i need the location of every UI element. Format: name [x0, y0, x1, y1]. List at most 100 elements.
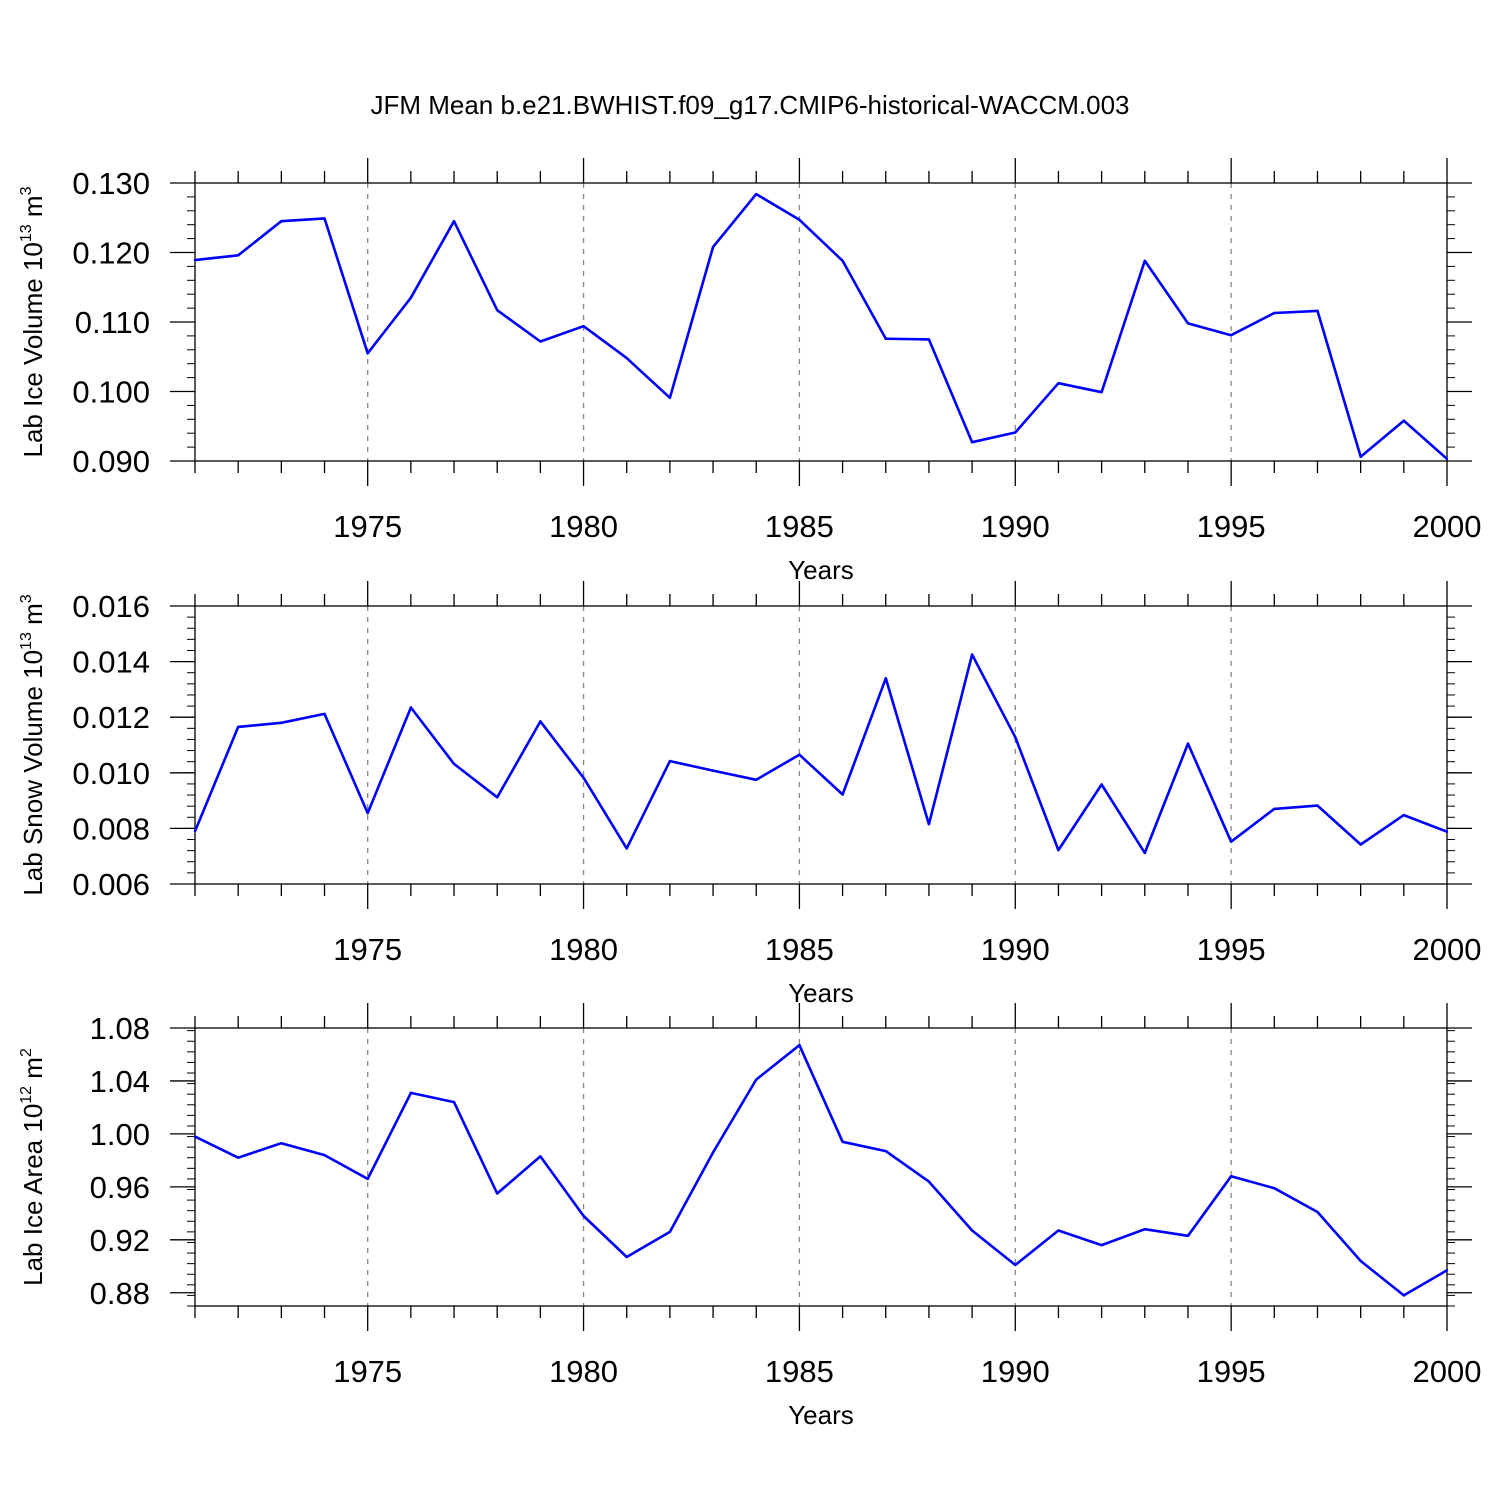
data-point — [755, 192, 758, 196]
data-point — [1057, 381, 1060, 385]
data-point — [1445, 830, 1449, 833]
data-point — [1402, 419, 1406, 422]
data-point — [496, 1192, 499, 1195]
data-point — [1057, 848, 1060, 852]
data-point — [668, 759, 672, 763]
y-tick-label: 1.00 — [90, 1117, 150, 1152]
data-point — [1229, 840, 1233, 843]
data-point — [323, 217, 326, 220]
data-point — [323, 1153, 326, 1157]
y-tick-label: 0.120 — [72, 236, 150, 271]
y-tick-label: 0.012 — [72, 700, 150, 735]
x-tick-label: 1980 — [549, 1354, 618, 1389]
data-point — [625, 1255, 628, 1259]
data-point — [496, 308, 499, 312]
series-line — [194, 192, 1448, 460]
data-point — [1100, 783, 1103, 786]
x-tick-label: 1990 — [981, 509, 1050, 544]
data-point — [884, 337, 887, 340]
data-point — [1186, 742, 1190, 745]
x-axis-title: Years — [788, 978, 854, 1008]
x-tick-label: 1990 — [981, 1354, 1050, 1389]
data-point — [193, 1135, 197, 1138]
data-point — [970, 441, 974, 444]
x-tick-label: 1980 — [549, 932, 618, 967]
data-point — [409, 296, 413, 299]
data-point — [1359, 1259, 1362, 1263]
y-tick-label: 1.08 — [90, 1011, 150, 1046]
y-tick-label: 1.04 — [90, 1064, 150, 1099]
data-point — [798, 1044, 801, 1047]
data-point — [711, 1151, 715, 1154]
data-point — [582, 324, 585, 328]
y-axis-title: Lab Snow Volume 1013 m3 — [18, 594, 48, 895]
data-point — [625, 356, 628, 360]
data-point — [711, 245, 715, 249]
data-point — [927, 1180, 931, 1183]
data-point — [366, 352, 369, 355]
y-tick-label: 0.96 — [90, 1170, 150, 1205]
data-point — [625, 847, 628, 850]
data-point — [280, 721, 283, 724]
data-point — [668, 1230, 672, 1234]
x-tick-label: 1990 — [981, 932, 1050, 967]
x-axis-title: Years — [788, 1400, 854, 1430]
chart-panel-2: 0.006 0.008 0.010 0.012 0.014 0.016 1975 1980 19… — [18, 581, 1481, 1008]
data-point — [280, 1141, 283, 1145]
data-point — [366, 1177, 369, 1181]
data-point — [1316, 1210, 1319, 1214]
plot-frame — [194, 1027, 1448, 1307]
y-tick-label: 0.014 — [72, 645, 150, 680]
x-tick-label: 1985 — [765, 932, 834, 967]
data-point — [1316, 309, 1319, 313]
data-point — [366, 811, 369, 815]
data-point — [755, 1078, 758, 1081]
data-point — [539, 340, 542, 343]
data-point — [927, 338, 931, 341]
x-tick-label: 1980 — [549, 509, 618, 544]
data-point — [1273, 311, 1276, 315]
data-point — [1273, 807, 1276, 811]
x-tick-label: 1985 — [765, 1354, 834, 1389]
data-point — [970, 653, 974, 656]
chart-panel-1: 0.090 0.100 0.110 0.120 0.130 1975 1980 1985 199… — [18, 158, 1481, 585]
y-tick-label: 0.88 — [90, 1276, 150, 1311]
data-point — [539, 1155, 542, 1158]
series-line — [193, 653, 1448, 855]
y-tick-label: 0.130 — [72, 166, 150, 201]
data-point — [1100, 390, 1103, 394]
data-point — [1402, 813, 1406, 817]
data-point — [236, 725, 240, 729]
y-tick-label: 0.010 — [72, 756, 150, 791]
y-tick-label: 0.100 — [72, 375, 150, 410]
x-tick-label: 1995 — [1197, 1354, 1266, 1389]
y-tick-label: 0.110 — [75, 305, 150, 340]
data-point — [409, 1091, 413, 1095]
x-tick-label: 2000 — [1413, 509, 1482, 544]
data-point — [1057, 1229, 1060, 1232]
figure-title: JFM Mean b.e21.BWHIST.f09_g17.CMIP6-hist… — [370, 90, 1130, 120]
data-point — [927, 823, 931, 826]
data-point — [1273, 1186, 1276, 1190]
chart-panel-3: 0.88 0.92 0.96 1.00 1.04 1.08 1975 1980 1985 1990… — [18, 1003, 1481, 1430]
data-point — [841, 793, 844, 796]
data-point — [539, 720, 542, 723]
x-tick-label: 1975 — [333, 509, 402, 544]
data-point — [452, 220, 456, 223]
x-tick-label: 1995 — [1197, 509, 1266, 544]
data-point — [1316, 804, 1319, 807]
data-point — [323, 712, 326, 716]
plot-frame — [194, 605, 1448, 885]
data-point — [1143, 259, 1146, 263]
data-point — [1229, 334, 1233, 337]
y-tick-label: 0.090 — [72, 444, 150, 479]
data-point — [1014, 1263, 1017, 1267]
data-point — [452, 1100, 456, 1104]
data-point — [1359, 843, 1362, 846]
x-tick-label: 2000 — [1413, 1354, 1482, 1389]
y-axis-title: Lab Ice Volume 1013 m3 — [18, 186, 48, 457]
data-point — [193, 258, 197, 262]
data-point — [1229, 1175, 1233, 1178]
data-point — [1014, 736, 1017, 739]
